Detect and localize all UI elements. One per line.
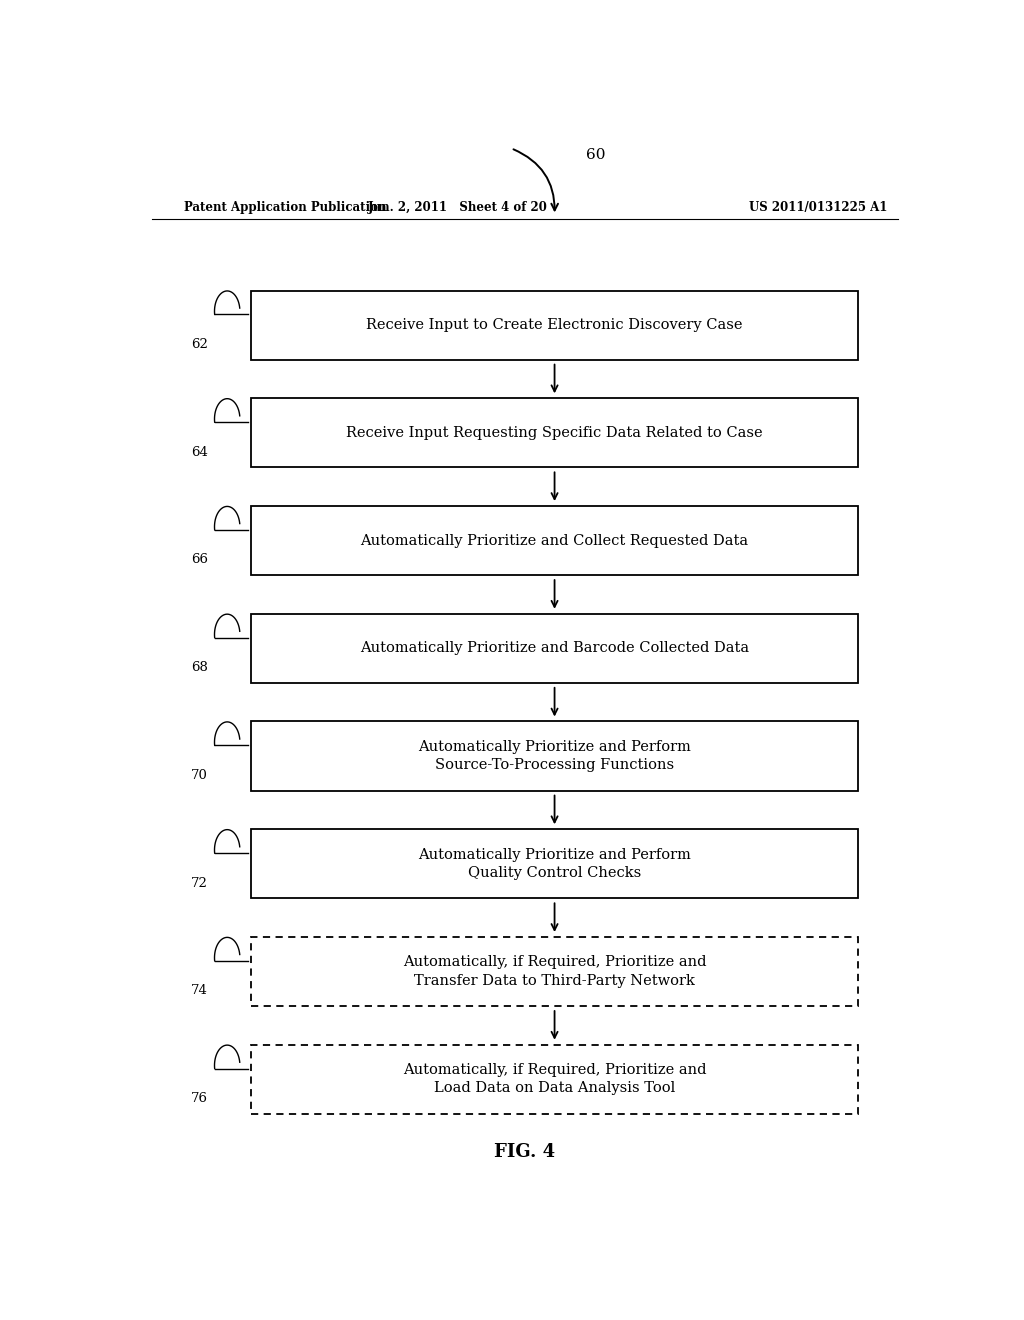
Text: 64: 64	[191, 446, 208, 458]
Text: Automatically, if Required, Prioritize and
Load Data on Data Analysis Tool: Automatically, if Required, Prioritize a…	[402, 1063, 707, 1096]
Bar	[251, 399, 858, 467]
Text: Automatically Prioritize and Barcode Collected Data: Automatically Prioritize and Barcode Col…	[360, 642, 750, 655]
Text: Jun. 2, 2011   Sheet 4 of 20: Jun. 2, 2011 Sheet 4 of 20	[368, 201, 547, 214]
Text: 70: 70	[191, 768, 208, 781]
Text: US 2011/0131225 A1: US 2011/0131225 A1	[750, 201, 888, 214]
Text: Automatically, if Required, Prioritize and
Transfer Data to Third-Party Network: Automatically, if Required, Prioritize a…	[402, 956, 707, 987]
Bar	[251, 290, 858, 359]
Bar	[251, 722, 858, 791]
Text: 62: 62	[191, 338, 208, 351]
Bar	[251, 829, 858, 899]
Text: Automatically Prioritize and Perform
Quality Control Checks: Automatically Prioritize and Perform Qua…	[418, 847, 691, 880]
Text: Patent Application Publication: Patent Application Publication	[183, 201, 386, 214]
Text: 74: 74	[191, 985, 208, 998]
Text: Automatically Prioritize and Perform
Source-To-Processing Functions: Automatically Prioritize and Perform Sou…	[418, 739, 691, 772]
Text: 76: 76	[190, 1092, 208, 1105]
Bar	[251, 506, 858, 576]
Text: Receive Input Requesting Specific Data Related to Case: Receive Input Requesting Specific Data R…	[346, 426, 763, 440]
Text: FIG. 4: FIG. 4	[495, 1143, 555, 1162]
Text: Receive Input to Create Electronic Discovery Case: Receive Input to Create Electronic Disco…	[367, 318, 742, 333]
Bar	[251, 1044, 858, 1114]
Text: 72: 72	[191, 876, 208, 890]
Bar	[251, 614, 858, 682]
Text: 66: 66	[190, 553, 208, 566]
Bar	[251, 937, 858, 1006]
Text: 68: 68	[191, 661, 208, 675]
Text: 60: 60	[587, 148, 606, 162]
Text: Automatically Prioritize and Collect Requested Data: Automatically Prioritize and Collect Req…	[360, 533, 749, 548]
